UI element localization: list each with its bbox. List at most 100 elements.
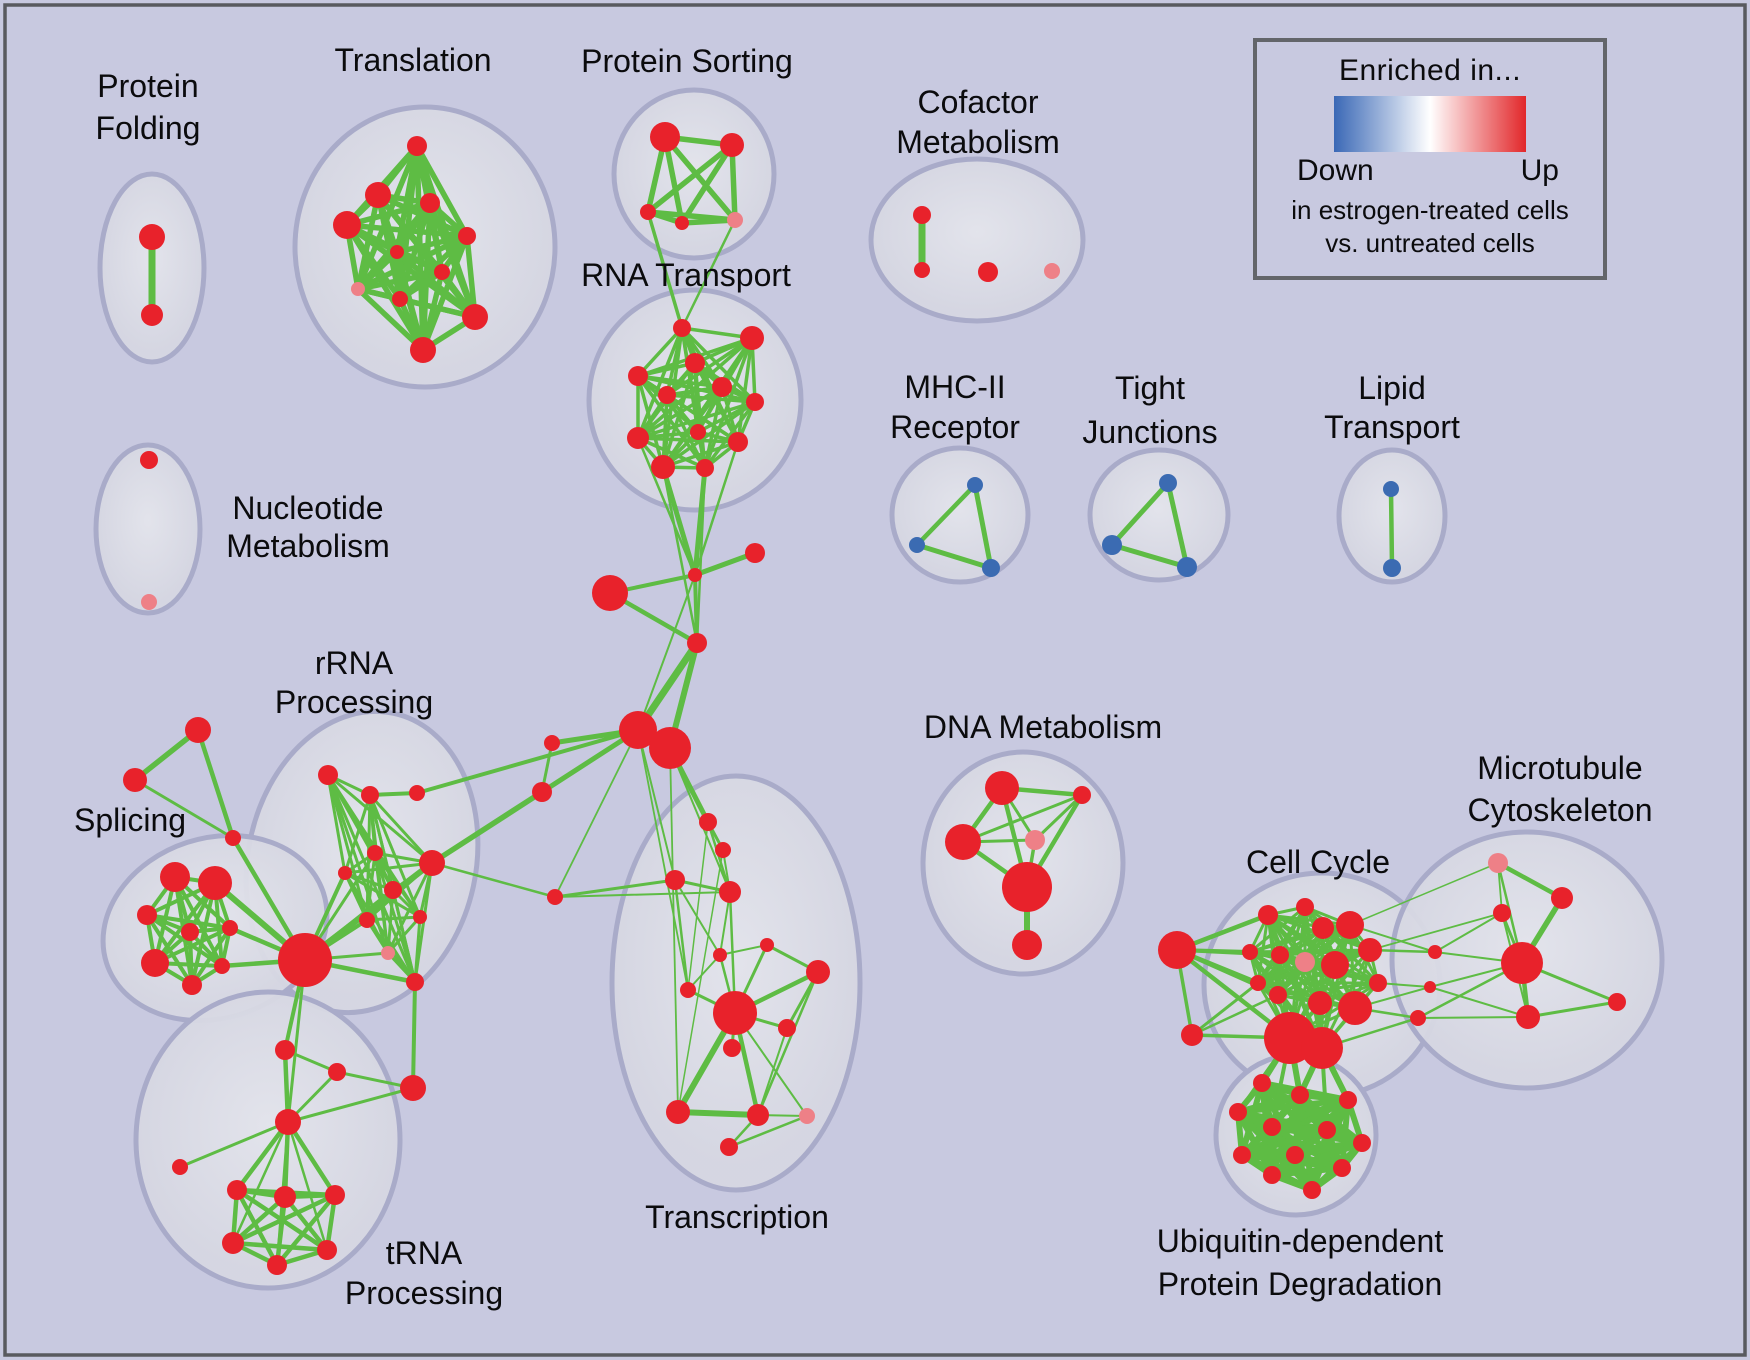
edge-g1-g5 — [234, 1187, 280, 1268]
node-g1 — [227, 1180, 247, 1200]
node-tc13 — [799, 1108, 815, 1124]
edge-k9-m2 — [1369, 912, 1503, 951]
cluster-label-nucleotide-metabolism-line2: Metabolism — [226, 528, 390, 564]
edge-hb1-tc8 — [637, 729, 689, 991]
node-s7 — [182, 975, 202, 995]
node-rr8 — [381, 946, 395, 960]
node-m1 — [1551, 887, 1573, 909]
node-t1 — [407, 136, 427, 156]
node-rt7 — [746, 393, 764, 411]
node-p2 — [720, 133, 744, 157]
node-k2 — [1296, 898, 1314, 916]
edge-hb1-cn5 — [554, 729, 639, 898]
legend-title: Enriched in... — [1338, 54, 1522, 87]
node-k4 — [1336, 911, 1364, 939]
node-spA — [185, 717, 211, 743]
cluster-label-translation: Translation — [334, 42, 491, 78]
node-t9 — [392, 291, 408, 307]
node-o2 — [1424, 981, 1436, 993]
edge-rr4-rr9 — [343, 871, 417, 984]
edge-rt11-ch4 — [661, 465, 699, 645]
cluster-label-rrna-processing-line2: Processing — [275, 684, 433, 720]
edge-t7-t9 — [397, 269, 445, 302]
cluster-label-transcription: Transcription — [645, 1199, 829, 1235]
edge-tc3-tc8 — [673, 878, 690, 992]
cluster-label-ubiquitin-degradation-line1: Ubiquitin-dependent — [1157, 1223, 1444, 1259]
node-k10 — [1369, 974, 1387, 992]
edge-t6-t10 — [394, 249, 478, 320]
node-u11 — [1263, 1166, 1281, 1184]
edge-s3-s5 — [145, 913, 232, 930]
edge-o1-k4 — [1349, 924, 1436, 953]
node-cn1 — [544, 735, 560, 751]
node-rr9 — [406, 973, 424, 991]
node-pf2 — [141, 304, 163, 326]
edge-p1-p5 — [662, 134, 738, 223]
node-g3 — [325, 1185, 345, 1205]
node-p4 — [675, 216, 689, 230]
node-spC — [225, 830, 241, 846]
node-tn2 — [328, 1063, 346, 1081]
legend-box: Enriched in... Down Up in estrogen-treat… — [1253, 38, 1607, 280]
node-rt6 — [658, 386, 676, 404]
edge-o3-m4 — [1417, 1016, 1529, 1019]
node-hb2 — [649, 727, 691, 769]
node-rt8 — [690, 424, 706, 440]
node-rt5 — [712, 377, 732, 397]
node-u1 — [1253, 1074, 1271, 1092]
cluster-label-lipid-transport-line2: Transport — [1324, 409, 1460, 445]
node-p1 — [650, 122, 680, 152]
node-tc7 — [806, 960, 830, 984]
edge-k4-m0 — [1349, 862, 1499, 926]
node-d1 — [985, 771, 1019, 805]
cluster-label-protein-sorting: Protein Sorting — [581, 43, 793, 79]
legend-subtitle-line1: in estrogen-treated cells — [1291, 195, 1569, 225]
node-tc9 — [778, 1019, 796, 1037]
cluster-ellipse-nucleotide-metabolism — [93, 442, 203, 616]
cluster-ellipse-transcription — [609, 773, 863, 1193]
edge-tc9-tc12 — [757, 1027, 788, 1116]
node-d2 — [1073, 786, 1091, 804]
node-s8 — [214, 958, 230, 974]
node-cn2 — [532, 782, 552, 802]
edge-d2-d4 — [1033, 793, 1084, 842]
node-ch4 — [687, 633, 707, 653]
node-ccL — [1158, 931, 1196, 969]
node-b2 — [909, 537, 925, 553]
node-b8 — [1383, 559, 1401, 577]
node-tnH — [275, 1109, 301, 1135]
node-rt9 — [627, 427, 649, 449]
node-rrH — [278, 933, 332, 987]
node-rr7 — [413, 910, 427, 924]
edge-tc1-tc8 — [687, 821, 709, 991]
node-c2 — [914, 262, 930, 278]
edge-cn5-tc4 — [554, 891, 731, 898]
edge-b7-b8 — [1388, 486, 1395, 571]
node-t3 — [420, 193, 440, 213]
node-s1 — [160, 862, 190, 892]
cluster-label-tight-junctions-line2: Junctions — [1082, 414, 1217, 450]
cluster-label-rrna-processing-line1: rRNA — [315, 645, 394, 681]
node-k9 — [1358, 938, 1382, 962]
node-k5 — [1242, 944, 1258, 960]
edge-rt2-rt12 — [703, 336, 754, 470]
edge-rr7-rr8 — [386, 915, 422, 955]
node-s2 — [198, 866, 232, 900]
node-k6 — [1271, 946, 1289, 964]
edge-tnH-iso1 — [178, 1120, 290, 1169]
edge-k9-k11 — [1256, 948, 1372, 985]
node-cn4 — [419, 850, 445, 876]
cluster-label-tight-junctions-line1: Tight — [1115, 370, 1185, 406]
edge-p5-rt1 — [680, 218, 737, 330]
edge-t4-t11 — [344, 222, 426, 353]
edge-tnH-g6 — [286, 1120, 329, 1252]
edge-t7-t11 — [420, 269, 445, 353]
node-spB — [123, 768, 147, 792]
node-o3 — [1410, 1010, 1426, 1026]
edge-ch1-ch2 — [692, 550, 758, 578]
node-d3 — [945, 824, 981, 860]
node-m3 — [1501, 942, 1543, 984]
cluster-label-cofactor-metabolism-line2: Metabolism — [896, 124, 1060, 160]
cluster-label-protein-folding-line1: Protein — [97, 68, 198, 104]
